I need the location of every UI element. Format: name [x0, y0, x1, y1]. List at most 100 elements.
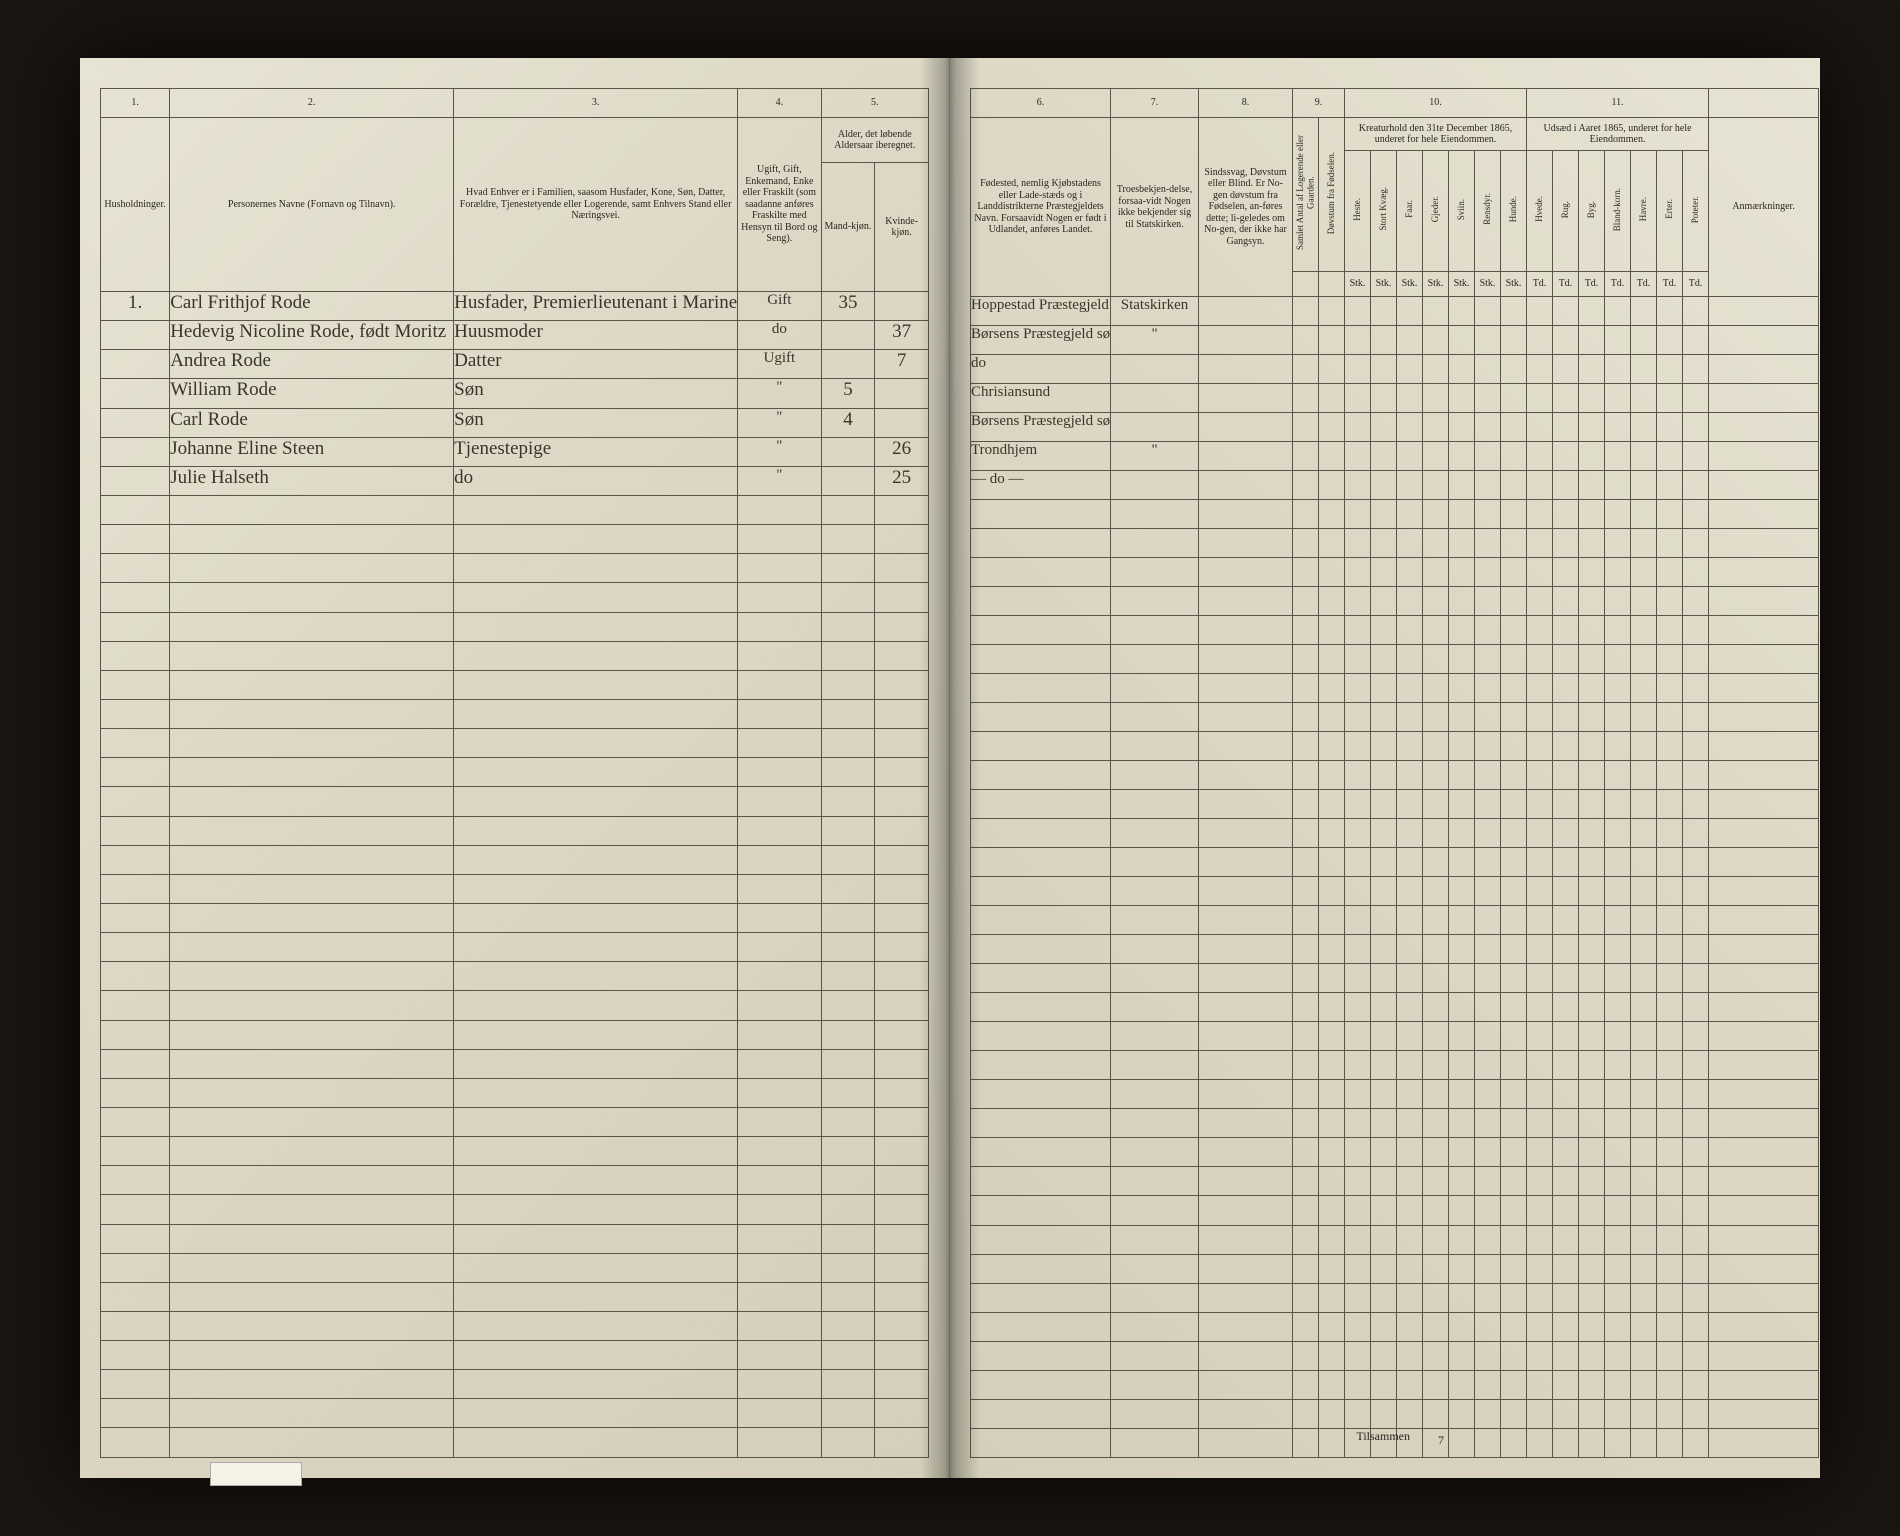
cell-age-f: 25	[875, 466, 929, 495]
cell-livestock	[1371, 413, 1397, 442]
cell-seed	[1605, 442, 1631, 471]
cell-9b	[1319, 384, 1345, 413]
cell-seed	[1527, 297, 1553, 326]
cell-remarks	[1709, 326, 1819, 355]
subheader: Hunde.	[1501, 151, 1527, 272]
table-row: Johanne Eline SteenTjenestepige"26	[101, 437, 929, 466]
cell-age-m	[821, 321, 875, 350]
table-row: Carl RodeSøn"4	[101, 408, 929, 437]
table-row	[101, 699, 929, 728]
unit-cell: Td.	[1527, 272, 1553, 297]
table-row	[101, 845, 929, 874]
cell-livestock	[1345, 471, 1371, 500]
cell-livestock	[1475, 326, 1501, 355]
cell-9a	[1293, 413, 1319, 442]
cell-age-m	[821, 437, 875, 466]
unit-cell: Stk.	[1475, 272, 1501, 297]
cell-age-f: 7	[875, 350, 929, 379]
table-row	[101, 1078, 929, 1107]
cell-livestock	[1475, 471, 1501, 500]
cell-livestock	[1371, 384, 1397, 413]
cell-9b	[1319, 442, 1345, 471]
cell-seed	[1657, 471, 1683, 500]
cell-infirm	[1199, 384, 1293, 413]
subheader: Gjeder.	[1423, 151, 1449, 272]
table-row	[101, 903, 929, 932]
left-page: 1. 2. 3. 4. 5. Husholdninger. Personerne…	[80, 58, 950, 1478]
cell-seed	[1527, 413, 1553, 442]
cell-name: Carl Rode	[170, 408, 454, 437]
cell-status: "	[738, 379, 822, 408]
hdr-faith: Troesbekjen-delse, forsaa-vidt Nogen ikk…	[1111, 118, 1199, 297]
unit-cell: Stk.	[1371, 272, 1397, 297]
cell-household	[101, 321, 170, 350]
cell-status: "	[738, 437, 822, 466]
table-row	[101, 1428, 929, 1458]
table-row	[971, 703, 1819, 732]
cell-role: Søn	[454, 379, 738, 408]
cell-livestock	[1397, 471, 1423, 500]
table-row	[101, 1282, 929, 1311]
cell-seed	[1553, 355, 1579, 384]
table-row	[971, 558, 1819, 587]
table-row	[971, 1370, 1819, 1399]
cell-age-m	[821, 466, 875, 495]
hdr-status: Ugift, Gift, Enkemand, Enke eller Fraski…	[738, 118, 822, 292]
unit-cell: Stk.	[1423, 272, 1449, 297]
cell-role: Huusmoder	[454, 321, 738, 350]
cell-remarks	[1709, 413, 1819, 442]
cell-seed	[1683, 326, 1709, 355]
hdr-livestock: Kreaturhold den 31te December 1865, unde…	[1345, 118, 1527, 151]
table-row	[101, 962, 929, 991]
cell-seed	[1553, 442, 1579, 471]
cell-livestock	[1475, 297, 1501, 326]
unit-cell: Td.	[1657, 272, 1683, 297]
subheader: Stort Kvæg.	[1371, 151, 1397, 272]
cell-seed	[1579, 442, 1605, 471]
table-row	[101, 495, 929, 524]
table-row	[101, 1137, 929, 1166]
cell-age-m: 4	[821, 408, 875, 437]
table-row: Trondhjem"	[971, 442, 1819, 471]
cell-seed	[1527, 355, 1553, 384]
cell-9a	[1293, 384, 1319, 413]
cell-livestock	[1345, 355, 1371, 384]
cell-name: Johanne Eline Steen	[170, 437, 454, 466]
table-row	[971, 616, 1819, 645]
cell-status: do	[738, 321, 822, 350]
cell-remarks	[1709, 355, 1819, 384]
cell-seed	[1683, 413, 1709, 442]
subheader: Byg.	[1579, 151, 1605, 272]
subheader: Rensdyr.	[1475, 151, 1501, 272]
cell-seed	[1579, 355, 1605, 384]
cell-infirm	[1199, 413, 1293, 442]
cell-seed	[1657, 355, 1683, 384]
table-row: Børsens Præstegjeld søndre Thjems Amt"	[971, 326, 1819, 355]
cell-role: do	[454, 466, 738, 495]
cell-livestock	[1449, 471, 1475, 500]
cell-faith	[1111, 471, 1199, 500]
hdr-age-f: Kvinde-kjøn.	[875, 163, 929, 292]
table-row: William RodeSøn"5	[101, 379, 929, 408]
hdr-role: Hvad Enhver er i Familien, saasom Husfad…	[454, 118, 738, 292]
cell-role: Søn	[454, 408, 738, 437]
table-row	[101, 1020, 929, 1049]
cell-livestock	[1423, 413, 1449, 442]
cell-remarks	[1709, 471, 1819, 500]
cell-livestock	[1345, 413, 1371, 442]
col-num-4: 4.	[738, 89, 822, 118]
hdr-9a: Samlet Antal af Logerende eller Gaarden.	[1293, 118, 1319, 272]
cell-seed	[1605, 413, 1631, 442]
cell-9b	[1319, 326, 1345, 355]
left-ledger-table: 1. 2. 3. 4. 5. Husholdninger. Personerne…	[100, 88, 929, 1458]
cell-seed	[1579, 326, 1605, 355]
cell-household	[101, 437, 170, 466]
cell-seed	[1631, 471, 1657, 500]
cell-9a	[1293, 442, 1319, 471]
cell-seed	[1683, 297, 1709, 326]
cell-livestock	[1397, 413, 1423, 442]
cell-infirm	[1199, 471, 1293, 500]
cell-birthplace: Børsens Præstegjeld søndre Thjems Amt	[971, 326, 1111, 355]
table-row	[101, 1253, 929, 1282]
cell-age-f: 26	[875, 437, 929, 466]
